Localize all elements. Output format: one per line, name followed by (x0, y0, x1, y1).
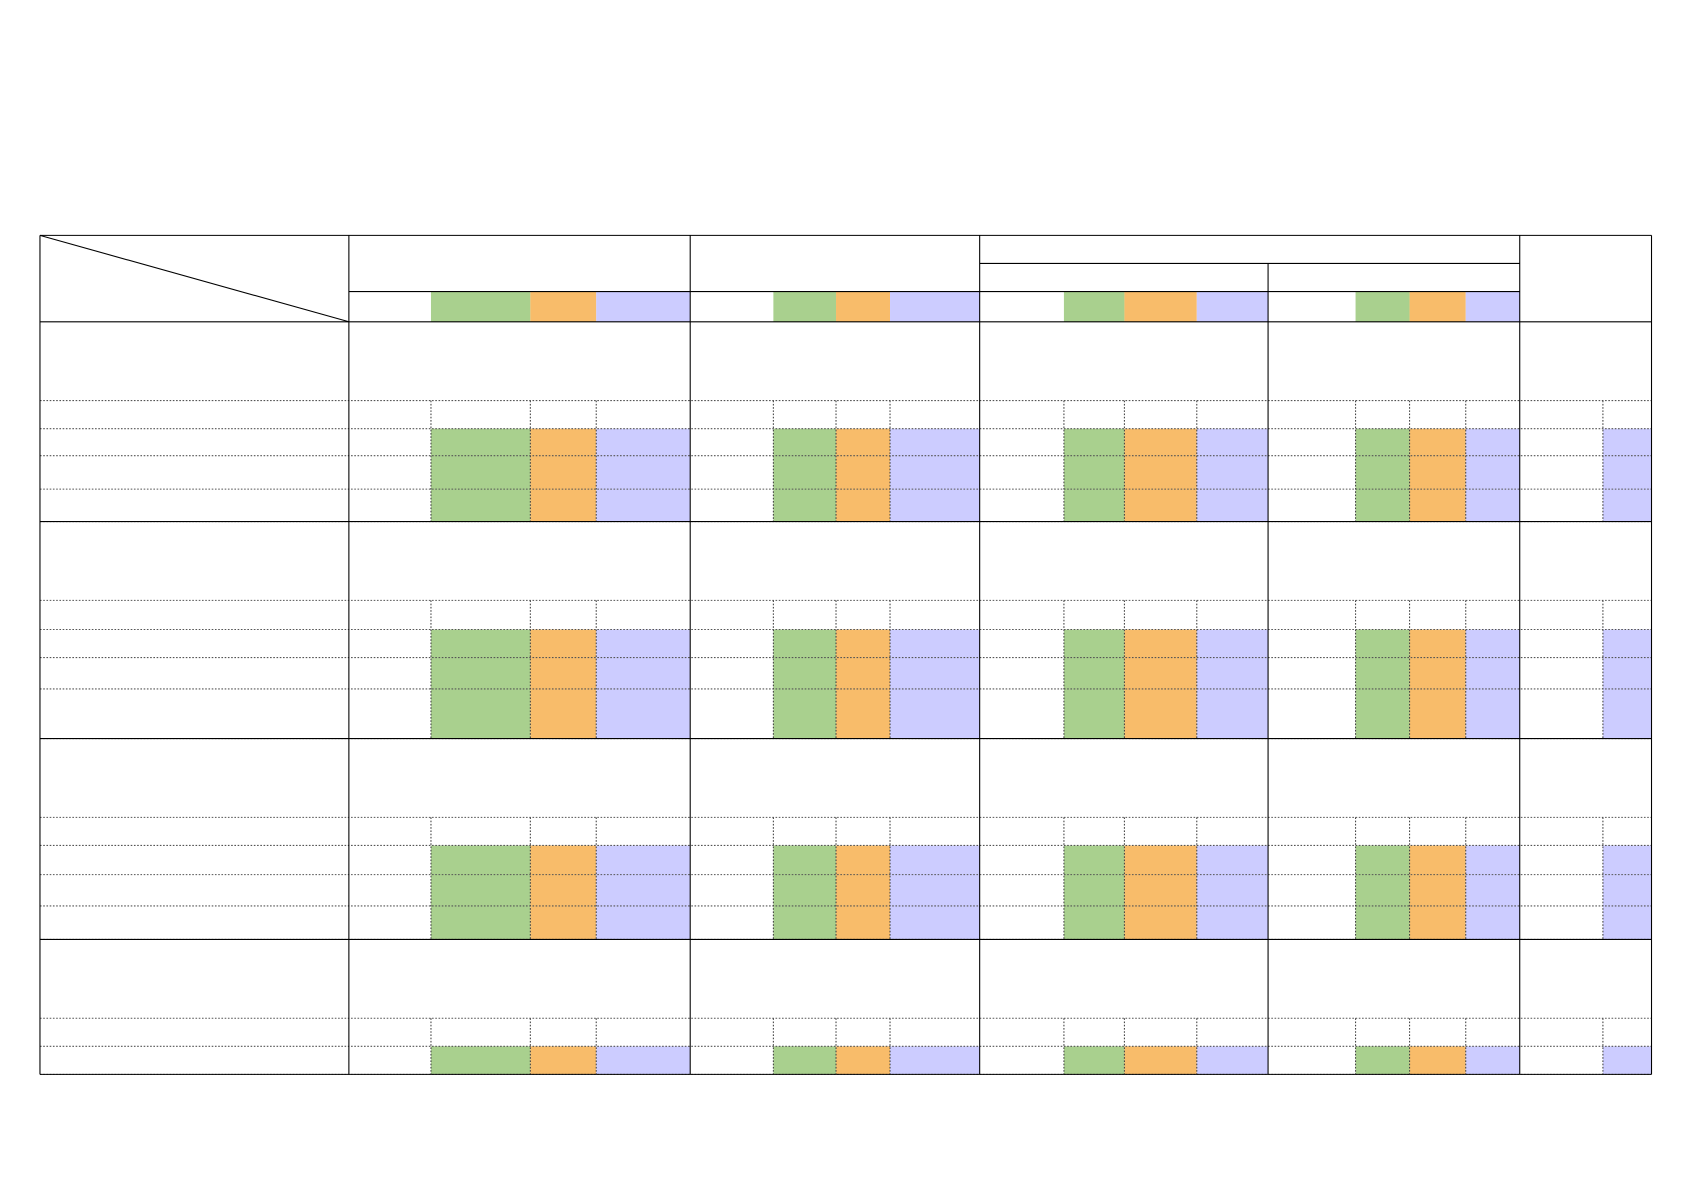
cell-fill (1465, 428, 1520, 522)
header-diagonal (39, 234, 350, 323)
cell-fill (430, 1046, 531, 1075)
cell-fill (1124, 1046, 1197, 1075)
cell-fill (1355, 629, 1410, 739)
cell-fill (1124, 629, 1197, 739)
header-fill (1465, 291, 1520, 322)
cell-fill (1355, 428, 1410, 522)
header-fill (1409, 291, 1466, 322)
cell-fill (1063, 845, 1125, 940)
cell-fill (530, 1046, 597, 1075)
cell-fill (1196, 845, 1269, 940)
cell-fill (890, 428, 980, 522)
cell-fill (596, 845, 691, 940)
header-fill (1124, 291, 1197, 322)
cell-fill (430, 629, 531, 739)
cell-fill (1409, 428, 1466, 522)
cell-fill (1409, 845, 1466, 940)
cell-fill (1602, 629, 1652, 739)
cell-fill (1602, 845, 1652, 940)
cell-fill (1465, 1046, 1520, 1075)
header-fill (430, 291, 531, 322)
header-fill (530, 291, 597, 322)
cell-fill (1124, 428, 1197, 522)
cell-fill (773, 629, 837, 739)
cell-fill (1063, 428, 1125, 522)
cell-fill (1602, 428, 1652, 522)
cell-fill (1409, 629, 1466, 739)
cell-fill (1409, 1046, 1466, 1075)
cell-fill (836, 845, 891, 940)
cell-fill (890, 1046, 980, 1075)
header-fill (596, 291, 691, 322)
cell-fill (596, 629, 691, 739)
cell-fill (773, 428, 837, 522)
header-fill (1355, 291, 1410, 322)
cell-fill (890, 845, 980, 940)
cell-fill (596, 428, 691, 522)
cell-fill (1124, 845, 1197, 940)
cell-fill (596, 1046, 691, 1075)
cell-fill (1465, 629, 1520, 739)
header-fill (890, 291, 980, 322)
cell-fill (1196, 428, 1269, 522)
cell-fill (530, 629, 597, 739)
cell-fill (773, 845, 837, 940)
cell-fill (530, 428, 597, 522)
header-fill (836, 291, 891, 322)
cell-fill (1355, 1046, 1410, 1075)
header-fill (1196, 291, 1269, 322)
cell-fill (530, 845, 597, 940)
cell-fill (890, 629, 980, 739)
cell-fill (1355, 845, 1410, 940)
cell-fill (836, 629, 891, 739)
cell-fill (1063, 629, 1125, 739)
cell-fill (1063, 1046, 1125, 1075)
cell-fill (1465, 845, 1520, 940)
cell-fill (1196, 629, 1269, 739)
header-fill (1063, 291, 1125, 322)
cell-fill (1602, 1046, 1652, 1075)
header-fill (773, 291, 837, 322)
cell-fill (836, 428, 891, 522)
cell-fill (773, 1046, 837, 1075)
cell-fill (836, 1046, 891, 1075)
cell-fill (430, 845, 531, 940)
cell-fill (430, 428, 531, 522)
cell-fill (1196, 1046, 1269, 1075)
